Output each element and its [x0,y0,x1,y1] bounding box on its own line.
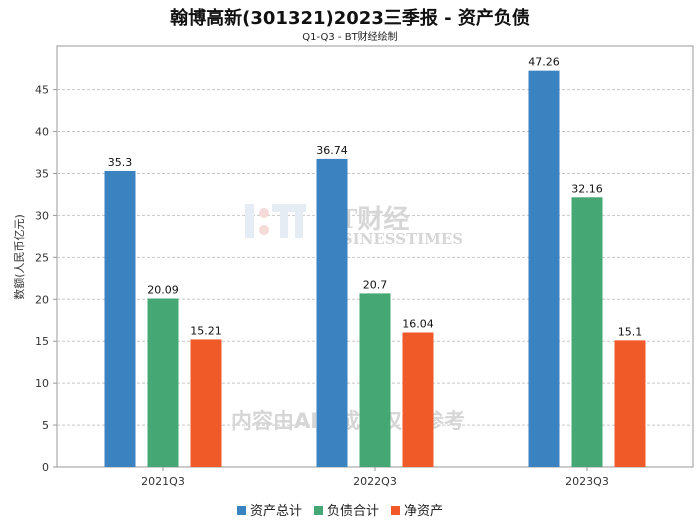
y-tick-label: 5 [42,419,49,432]
watermark-logo-dot [259,225,269,235]
bar [190,339,222,467]
watermark-logo [272,204,306,212]
legend-label: 净资产 [404,504,443,519]
y-axis-label: 数额(人民币亿元) [13,214,26,300]
y-tick-label: 30 [35,209,49,222]
data-label: 32.16 [571,182,603,195]
legend-swatch [314,506,323,515]
watermark-logo [245,204,254,238]
watermark-logo [280,212,288,238]
chart-title: 翰博高新(301321)2023三季报 - 资产负债 [170,7,530,29]
y-tick-label: 40 [35,126,49,139]
data-label: 16.04 [402,317,434,330]
y-tick-label: 35 [35,167,49,180]
data-label: 36.74 [316,144,348,157]
watermark-brand-block: BT财经 BUSINESSTIMES [245,204,463,248]
legend-label: 资产总计 [250,504,302,519]
watermark-logo-dot [259,208,269,218]
legend-swatch [237,506,246,515]
bar [614,340,646,467]
x-tick-label: 2021Q3 [141,475,185,488]
y-tick-label: 20 [35,293,49,306]
bar [402,332,434,467]
y-tick-label: 10 [35,377,49,390]
y-tick-label: 0 [42,461,49,474]
bar [316,158,348,468]
legend-item[interactable]: 净资产 [391,504,443,519]
bar [147,298,179,467]
data-label: 47.26 [528,56,560,69]
legend-label: 负债合计 [327,504,379,519]
data-label: 15.21 [190,324,222,337]
bar [104,170,136,467]
legend-swatch [391,506,400,515]
chart-subtitle: Q1-Q3 - BT财经绘制 [302,30,397,43]
data-label: 20.7 [363,278,388,291]
x-tick-label: 2023Q3 [565,475,609,488]
watermark-logo [295,212,303,238]
legend-item[interactable]: 负债合计 [314,504,379,519]
legend-item[interactable]: 资产总计 [237,504,302,519]
y-tick-label: 15 [35,335,49,348]
bar [528,70,560,467]
y-tick-label: 45 [35,84,49,97]
data-label: 20.09 [147,284,179,297]
data-label: 15.1 [618,325,643,338]
watermark-brand-en: BUSINESSTIMES [316,230,463,248]
y-tick-label: 25 [35,251,49,264]
data-label: 35.3 [108,156,133,169]
bar [359,293,391,467]
x-tick-label: 2022Q3 [353,475,397,488]
bar [571,197,603,467]
